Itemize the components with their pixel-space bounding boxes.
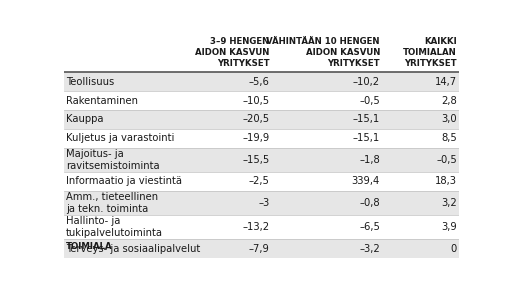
- Text: 14,7: 14,7: [434, 77, 456, 87]
- Text: –13,2: –13,2: [242, 222, 269, 232]
- Bar: [64, 191, 458, 215]
- Text: Informaatio ja viestintä: Informaatio ja viestintä: [66, 176, 181, 186]
- Text: Majoitus- ja
ravitsemistoiminta: Majoitus- ja ravitsemistoiminta: [66, 149, 159, 171]
- Bar: [64, 148, 458, 172]
- Text: 3,0: 3,0: [440, 115, 456, 124]
- Bar: [64, 239, 458, 258]
- Text: –15,1: –15,1: [352, 115, 379, 124]
- Text: –10,5: –10,5: [242, 96, 269, 106]
- Text: Terveys- ja sosiaalipalvelut: Terveys- ja sosiaalipalvelut: [66, 244, 200, 254]
- Text: –6,5: –6,5: [358, 222, 379, 232]
- Text: –20,5: –20,5: [242, 115, 269, 124]
- Text: –0,5: –0,5: [435, 155, 456, 165]
- Bar: [64, 72, 458, 91]
- Text: 3–9 HENGEN
AIDON KASVUN
YRITYKSET: 3–9 HENGEN AIDON KASVUN YRITYKSET: [194, 37, 269, 68]
- Text: –5,6: –5,6: [248, 77, 269, 87]
- Text: 2,8: 2,8: [440, 96, 456, 106]
- Text: 18,3: 18,3: [434, 176, 456, 186]
- Text: –2,5: –2,5: [248, 176, 269, 186]
- Text: –15,5: –15,5: [242, 155, 269, 165]
- Text: Hallinto- ja
tukipalvelutoiminta: Hallinto- ja tukipalvelutoiminta: [66, 216, 162, 238]
- Text: TOIMIALA: TOIMIALA: [66, 242, 112, 251]
- Text: –0,8: –0,8: [359, 198, 379, 208]
- Text: –3,2: –3,2: [358, 244, 379, 254]
- Text: 339,4: 339,4: [351, 176, 379, 186]
- Text: –15,1: –15,1: [352, 133, 379, 143]
- Bar: [64, 110, 458, 129]
- Text: Amm., tieteellinen
ja tekn. toiminta: Amm., tieteellinen ja tekn. toiminta: [66, 192, 158, 214]
- Text: VÄHINTÄÄN 10 HENGEN
AIDON KASVUN
YRITYKSET: VÄHINTÄÄN 10 HENGEN AIDON KASVUN YRITYKS…: [266, 37, 379, 68]
- Text: KAIKKI
TOIMIALAN
YRITYKSET: KAIKKI TOIMIALAN YRITYKSET: [403, 37, 456, 68]
- Text: 3,9: 3,9: [440, 222, 456, 232]
- Text: 3,2: 3,2: [440, 198, 456, 208]
- Text: Kauppa: Kauppa: [66, 115, 103, 124]
- Text: –19,9: –19,9: [242, 133, 269, 143]
- Text: Rakentaminen: Rakentaminen: [66, 96, 137, 106]
- Text: 0: 0: [450, 244, 456, 254]
- Text: 8,5: 8,5: [440, 133, 456, 143]
- Text: Teollisuus: Teollisuus: [66, 77, 114, 87]
- Text: –10,2: –10,2: [352, 77, 379, 87]
- Text: –1,8: –1,8: [358, 155, 379, 165]
- Text: Kuljetus ja varastointi: Kuljetus ja varastointi: [66, 133, 174, 143]
- Text: –0,5: –0,5: [358, 96, 379, 106]
- Text: –3: –3: [258, 198, 269, 208]
- Text: –7,9: –7,9: [248, 244, 269, 254]
